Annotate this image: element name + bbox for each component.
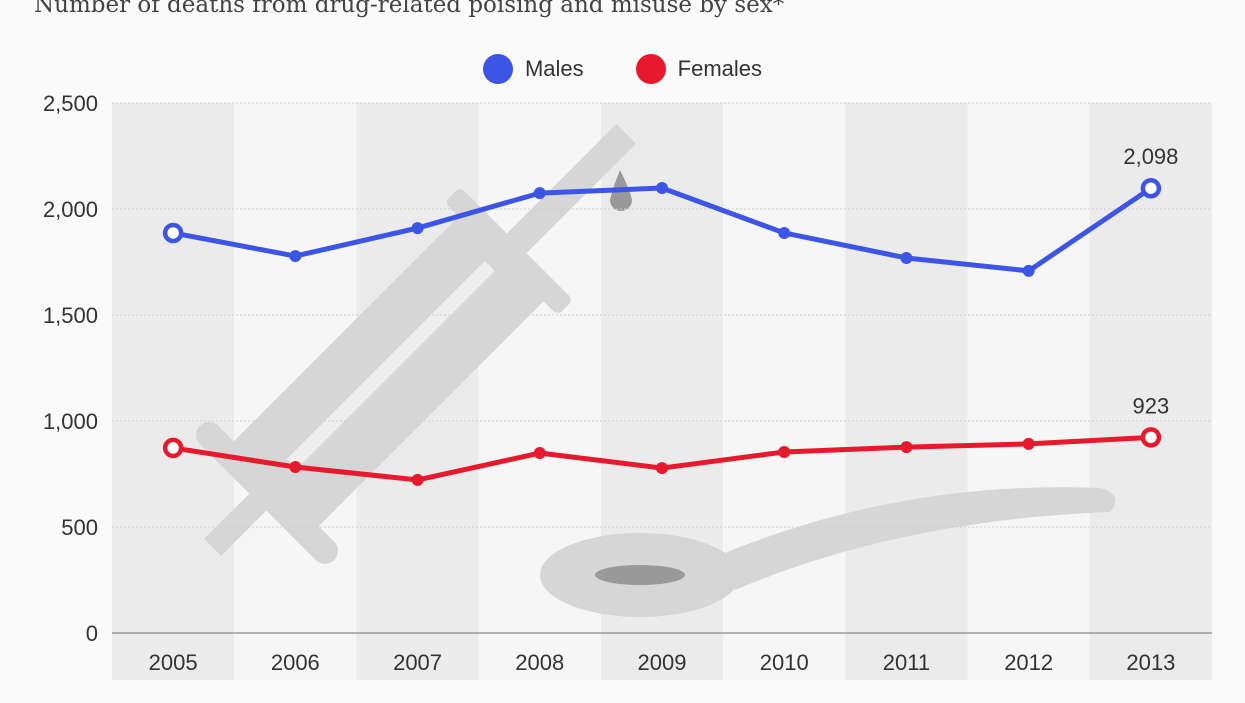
column-band xyxy=(112,103,235,680)
y-tick-label: 2,000 xyxy=(43,197,98,222)
chart-title: Number of deaths from drug-related poisi… xyxy=(34,0,785,18)
data-point-males xyxy=(900,251,913,264)
x-tick-label: 2012 xyxy=(1004,650,1053,675)
data-point-females xyxy=(900,441,913,454)
data-point-males xyxy=(1022,264,1035,277)
data-point-females xyxy=(778,445,791,458)
data-point-females xyxy=(1140,427,1162,448)
x-tick-label: 2011 xyxy=(883,650,930,675)
y-tick-label: 1,000 xyxy=(43,409,98,434)
x-tick-label: 2007 xyxy=(393,650,442,675)
data-point-males xyxy=(656,182,668,195)
y-tick-label: 500 xyxy=(61,515,98,540)
data-point-males xyxy=(778,226,791,239)
legend-label-males: Males xyxy=(524,56,584,81)
y-tick-label: 2,500 xyxy=(43,91,98,116)
data-point-males xyxy=(162,222,184,244)
data-point-females xyxy=(162,437,184,459)
data-point-females xyxy=(289,461,302,474)
data-point-males xyxy=(1140,177,1162,199)
x-tick-label: 2010 xyxy=(760,650,809,675)
column-band xyxy=(723,103,846,680)
legend-marker-males xyxy=(482,54,513,84)
data-point-males xyxy=(289,250,302,263)
x-tick-label: 2013 xyxy=(1126,650,1175,675)
data-point-females xyxy=(411,473,424,486)
legend-item-males: Males xyxy=(482,54,584,84)
data-label: 923 xyxy=(1133,393,1170,418)
column-band xyxy=(845,103,968,680)
x-tick-label: 2005 xyxy=(149,650,198,675)
data-point-males xyxy=(533,187,546,200)
data-point-females xyxy=(1022,437,1035,450)
legend-item-females: Females xyxy=(635,54,763,84)
data-point-females xyxy=(533,447,546,460)
x-tick-label: 2006 xyxy=(271,650,320,675)
y-tick-label: 1,500 xyxy=(43,303,98,328)
legend: Males Females xyxy=(0,54,1245,84)
column-band xyxy=(1089,103,1212,680)
spoon-icon xyxy=(540,487,1116,617)
column-band xyxy=(967,103,1090,680)
x-tick-label: 2009 xyxy=(638,650,687,675)
data-point-males xyxy=(411,222,424,235)
y-tick-label: 0 xyxy=(86,621,98,646)
legend-label-females: Females xyxy=(677,56,763,81)
syringe-spoon-illustration xyxy=(196,123,1116,617)
x-tick-label: 2008 xyxy=(515,650,564,675)
data-point-females xyxy=(656,462,668,475)
data-label: 2,098 xyxy=(1123,144,1178,169)
legend-marker-females xyxy=(635,54,666,84)
